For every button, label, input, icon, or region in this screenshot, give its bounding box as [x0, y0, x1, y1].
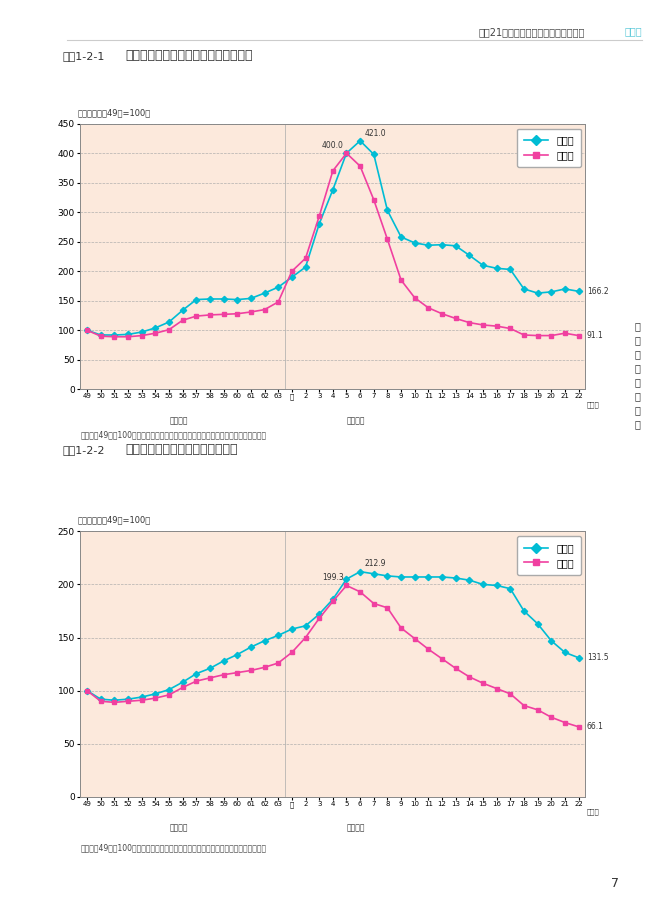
- Text: 注：昭和49年を100とし、各年の対前年平均変動率を用いて指数化したものである。: 注：昭和49年を100とし、各年の対前年平均変動率を用いて指数化したものである。: [80, 431, 266, 440]
- Text: 66.1: 66.1: [587, 723, 603, 731]
- Text: 平成21年度の地価・土地取引等の動向: 平成21年度の地価・土地取引等の動向: [479, 27, 585, 38]
- Text: 212.9: 212.9: [364, 560, 386, 569]
- Text: 131.5: 131.5: [587, 653, 608, 662]
- Text: （年）: （年）: [587, 401, 599, 408]
- Text: （指数：昭和49年=100）: （指数：昭和49年=100）: [78, 516, 151, 525]
- Text: 7: 7: [611, 878, 619, 890]
- Text: 図表1-2-2: 図表1-2-2: [62, 445, 105, 454]
- Text: （昭和）: （昭和）: [169, 416, 188, 425]
- Text: （平成）: （平成）: [347, 416, 365, 425]
- Text: （昭和）: （昭和）: [169, 823, 188, 833]
- Text: （平成）: （平成）: [347, 823, 365, 833]
- Text: 91.1: 91.1: [587, 331, 603, 340]
- Text: 三大都市圏における地価の累積変動率: 三大都市圏における地価の累積変動率: [126, 49, 254, 62]
- Text: 図表1-2-1: 図表1-2-1: [62, 51, 105, 60]
- Text: 400.0: 400.0: [322, 141, 344, 150]
- Legend: 住宅地, 商業地: 住宅地, 商業地: [517, 128, 581, 167]
- Text: 166.2: 166.2: [587, 287, 608, 296]
- Text: 地方圏における地価の累積変動率: 地方圏における地価の累積変動率: [126, 443, 238, 456]
- Text: （年）: （年）: [587, 809, 599, 815]
- Text: 注：昭和49年を100とし、各年の対前年平均変動率を用いて指数化したものである。: 注：昭和49年を100とし、各年の対前年平均変動率を用いて指数化したものである。: [80, 843, 266, 852]
- Text: 421.0: 421.0: [364, 128, 386, 137]
- Text: 土
地
に
関
す
る
動
向: 土 地 に 関 す る 動 向: [635, 322, 640, 430]
- Text: （指数：昭和49年=100）: （指数：昭和49年=100）: [78, 108, 151, 117]
- Text: 第１章: 第１章: [625, 27, 642, 37]
- Legend: 住宅地, 商業地: 住宅地, 商業地: [517, 536, 581, 574]
- Text: 199.3: 199.3: [322, 573, 344, 583]
